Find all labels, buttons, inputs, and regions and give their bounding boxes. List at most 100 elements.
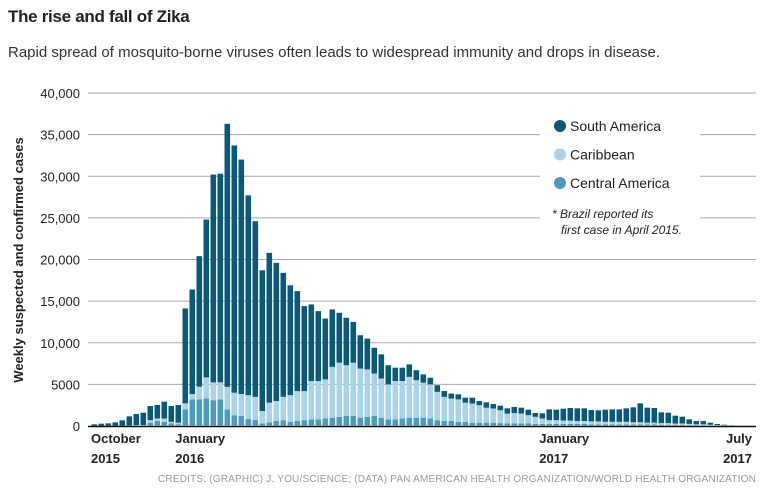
bar-south-america	[238, 159, 245, 395]
y-tick-label: 0	[73, 419, 80, 434]
bar-central-america	[280, 420, 287, 426]
bar-caribbean	[364, 369, 371, 417]
legend-swatch	[554, 177, 566, 189]
bar-caribbean	[462, 402, 469, 422]
bar-central-america	[504, 423, 511, 426]
legend: South America Caribbean Central America * B…	[540, 110, 700, 245]
bar-caribbean	[357, 368, 364, 418]
bar-central-america	[665, 424, 672, 426]
bar-south-america	[637, 403, 644, 423]
bar-caribbean	[665, 423, 672, 425]
bar-caribbean	[406, 376, 413, 418]
y-tick-label: 20,000	[40, 253, 80, 268]
bar-caribbean	[161, 418, 168, 422]
bar-central-america	[287, 421, 294, 426]
bar-central-america	[483, 422, 490, 426]
bar-caribbean	[700, 424, 707, 426]
bar-caribbean	[532, 416, 539, 424]
bar-central-america	[266, 422, 273, 426]
bar-south-america	[651, 408, 658, 423]
bar-caribbean	[644, 422, 651, 425]
bar-south-america	[357, 335, 364, 369]
bar-caribbean	[637, 422, 644, 425]
bar-south-america	[595, 410, 602, 422]
bar-south-america	[245, 195, 252, 396]
bar-caribbean	[378, 378, 385, 418]
bar-central-america	[427, 418, 434, 426]
bar-caribbean	[448, 398, 455, 422]
bar-central-america	[385, 419, 392, 426]
bar-central-america	[210, 400, 217, 426]
bar-south-america	[490, 404, 497, 409]
y-tick-label: 35,000	[40, 128, 80, 143]
bar-south-america	[399, 367, 406, 382]
bar-south-america	[301, 306, 308, 392]
bar-central-america	[497, 423, 504, 426]
bar-central-america	[308, 419, 315, 426]
bar-central-america	[350, 416, 357, 426]
bar-caribbean	[602, 421, 609, 425]
x-tick-label: January	[539, 431, 590, 446]
bar-south-america	[364, 338, 371, 370]
bar-south-america	[525, 409, 532, 416]
bar-south-america	[539, 413, 546, 419]
bar-caribbean	[588, 421, 595, 425]
bar-caribbean	[336, 362, 343, 417]
bar-south-america	[721, 424, 728, 426]
bar-south-america	[609, 409, 616, 422]
bar-central-america	[224, 409, 231, 426]
bar-south-america	[378, 354, 385, 379]
bars	[91, 123, 735, 426]
bar-caribbean	[329, 366, 336, 418]
bar-central-america	[175, 424, 182, 426]
bar-central-america	[203, 398, 210, 426]
bar-south-america	[252, 221, 259, 397]
bar-caribbean	[483, 407, 490, 423]
bar-south-america	[518, 407, 525, 414]
bar-caribbean	[315, 381, 322, 420]
bar-south-america	[441, 391, 448, 397]
bar-south-america	[672, 415, 679, 424]
bar-central-america	[469, 422, 476, 426]
bar-central-america	[595, 424, 602, 426]
bar-caribbean	[294, 391, 301, 422]
bar-south-america	[203, 219, 210, 378]
bar-central-america	[329, 417, 336, 426]
bar-central-america	[448, 421, 455, 426]
bar-central-america	[455, 421, 462, 426]
bar-south-america	[406, 364, 413, 377]
bar-caribbean	[434, 391, 441, 421]
bar-south-america	[546, 409, 553, 421]
bar-south-america	[287, 285, 294, 396]
bar-central-america	[154, 421, 161, 426]
bar-central-america	[700, 425, 707, 426]
legend-label: South America	[570, 118, 661, 134]
bar-south-america	[476, 401, 483, 406]
bar-caribbean	[546, 420, 553, 424]
bar-south-america	[105, 423, 112, 426]
bar-south-america	[168, 406, 175, 422]
bar-south-america	[665, 412, 672, 424]
bar-caribbean	[420, 382, 427, 418]
y-tick-label: 15,000	[40, 294, 80, 309]
bar-central-america	[651, 424, 658, 426]
bar-south-america	[574, 408, 581, 422]
bar-central-america	[161, 421, 168, 426]
bar-caribbean	[252, 396, 259, 421]
bar-caribbean	[210, 382, 217, 401]
bar-south-america	[581, 408, 588, 422]
bar-caribbean	[574, 421, 581, 424]
bar-caribbean	[441, 396, 448, 422]
bar-central-america	[378, 417, 385, 426]
bar-south-america	[553, 409, 560, 421]
x-tick-year: 2016	[175, 451, 204, 466]
bar-caribbean	[581, 421, 588, 424]
bar-central-america	[196, 399, 203, 426]
bar-south-america	[623, 408, 630, 422]
bar-south-america	[392, 367, 399, 382]
bar-south-america	[133, 414, 140, 426]
bar-caribbean	[385, 384, 392, 420]
bar-central-america	[616, 424, 623, 426]
bar-caribbean	[308, 381, 315, 420]
bar-caribbean	[539, 418, 546, 424]
